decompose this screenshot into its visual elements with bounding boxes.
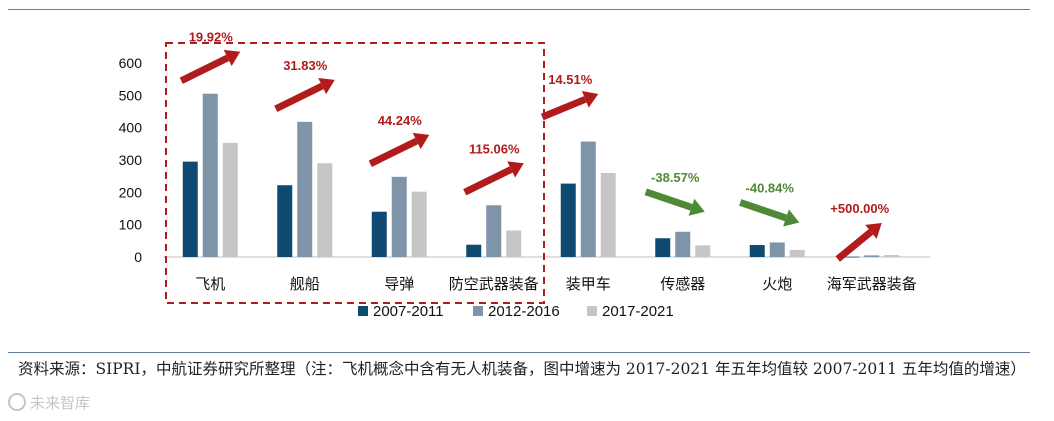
bar-2012-2016-装甲车 — [580, 141, 596, 257]
growth-arrow-icon — [865, 223, 882, 239]
x-tick-label: 火炮 — [762, 275, 792, 293]
growth-arrow-icon — [783, 209, 800, 227]
growth-arrow-icon — [223, 49, 241, 66]
bar-2017-2021-舰船 — [317, 163, 333, 257]
growth-label: 31.83% — [283, 58, 328, 73]
y-tick-label: 300 — [119, 152, 143, 168]
bar-2007-2011-传感器 — [655, 238, 671, 257]
growth-label: 14.51% — [548, 72, 593, 87]
bar-2012-2016-海军武器装备 — [864, 255, 880, 257]
legend-swatch — [473, 306, 483, 316]
watermark-logo-icon — [8, 393, 26, 411]
bar-2007-2011-导弹 — [371, 211, 387, 257]
x-tick-label: 传感器 — [660, 275, 705, 293]
y-tick-label: 0 — [134, 249, 142, 265]
legend-label: 2012-2016 — [488, 303, 560, 320]
growth-label: 44.24% — [378, 113, 423, 128]
top-rule — [8, 9, 1030, 10]
bar-2007-2011-海军武器装备 — [844, 256, 860, 258]
bar-chart: 0 100 200 300 400 500 600 飞机 舰船 导弹 防空武器装备 装甲车 传感器 火炮 海… — [119, 30, 930, 320]
growth-arrow-shaft — [739, 199, 788, 222]
bar-2017-2021-火炮 — [789, 249, 805, 257]
bar-2017-2021-导弹 — [411, 191, 427, 257]
growth-label: 115.06% — [469, 141, 520, 156]
growth-label: 19.92% — [189, 30, 234, 45]
legend-label: 2017-2021 — [602, 303, 674, 320]
highlight-box — [165, 42, 545, 304]
x-tick-label: 装甲车 — [566, 275, 611, 293]
bar-2012-2016-舰船 — [297, 121, 313, 257]
bar-2017-2021-传感器 — [695, 245, 711, 257]
bar-2007-2011-装甲车 — [560, 183, 576, 257]
x-tick-label: 防空武器装备 — [449, 275, 539, 293]
growth-label: -38.57% — [651, 170, 700, 185]
legend-swatch — [358, 306, 368, 316]
growth-arrow-icon — [412, 132, 430, 150]
bar-2007-2011-舰船 — [277, 185, 293, 257]
growth-arrow-shaft — [274, 82, 324, 112]
x-tick-label: 飞机 — [195, 275, 225, 293]
growth-arrow-shaft — [540, 96, 587, 121]
growth-label: +500.00% — [830, 201, 889, 216]
growth-arrow-icon — [688, 198, 705, 216]
x-tick-label: 海军武器装备 — [827, 275, 917, 293]
source-rule — [8, 352, 1030, 353]
bar-2007-2011-飞机 — [182, 161, 198, 257]
growth-label: -40.84% — [746, 180, 795, 195]
bar-2017-2021-防空武器装备 — [506, 230, 522, 257]
y-tick-label: 600 — [119, 55, 143, 71]
x-tick-label: 舰船 — [290, 275, 320, 293]
y-tick-label: 200 — [119, 184, 143, 200]
bar-2012-2016-传感器 — [675, 231, 691, 257]
growth-arrow-icon — [581, 90, 599, 108]
x-tick-label: 导弹 — [384, 275, 414, 293]
bar-2012-2016-火炮 — [769, 242, 785, 257]
bar-2012-2016-防空武器装备 — [486, 205, 502, 257]
watermark: 未来智库 — [8, 392, 90, 413]
bar-2017-2021-装甲车 — [600, 172, 616, 257]
y-tick-label: 500 — [119, 87, 143, 103]
growth-arrow-shaft — [644, 188, 693, 211]
bar-2012-2016-导弹 — [391, 176, 407, 257]
legend-label: 2007-2011 — [373, 303, 444, 320]
growth-arrow-icon — [507, 161, 524, 178]
bar-2017-2021-飞机 — [222, 142, 238, 257]
y-tick-label: 100 — [119, 217, 143, 233]
bar-2017-2021-海军武器装备 — [884, 255, 900, 257]
bar-2007-2011-火炮 — [749, 245, 765, 257]
source-note: 资料来源：SIPRI，中航证券研究所整理（注：飞机概念中含有无人机装备，图中增速… — [18, 360, 1026, 378]
bar-2007-2011-防空武器装备 — [466, 244, 482, 257]
legend-swatch — [587, 306, 597, 316]
y-tick-label: 400 — [119, 120, 143, 136]
growth-arrow-shaft — [368, 137, 419, 167]
growth-arrow-shaft — [463, 166, 513, 196]
growth-arrow-shaft — [179, 54, 230, 84]
growth-arrow-shaft — [835, 229, 874, 262]
growth-arrow-icon — [318, 77, 335, 95]
bar-2012-2016-飞机 — [202, 93, 218, 257]
